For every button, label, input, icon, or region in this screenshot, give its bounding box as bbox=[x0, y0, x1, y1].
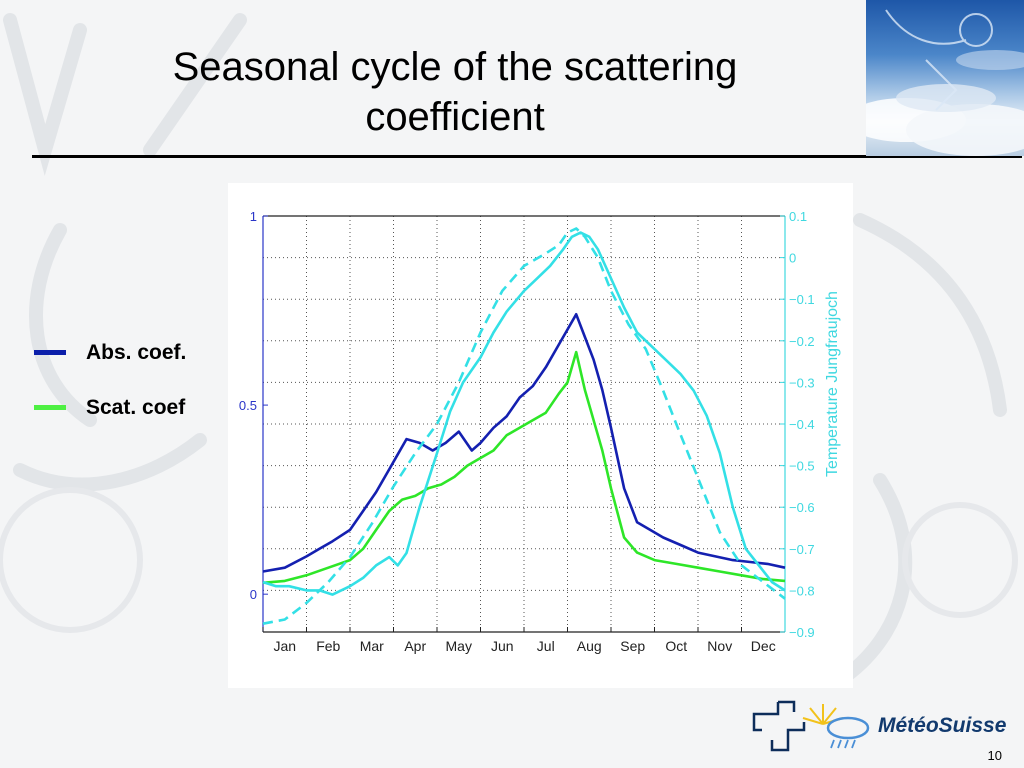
seasonal-cycle-chart: Jan Feb Mar Apr May Jun Jul Aug Sep Oct Nov Dec 0 0.5… bbox=[239, 209, 841, 654]
meteosuisse-emblem bbox=[752, 700, 870, 752]
x-tick-label: Aug bbox=[577, 638, 602, 654]
x-tick-label: Jan bbox=[273, 638, 296, 654]
right-tick-label: 0 bbox=[789, 251, 796, 266]
x-tick-label: May bbox=[446, 638, 472, 654]
logo-wordmark: MétéoSuisse bbox=[878, 714, 1007, 737]
right-tick-label: −0.8 bbox=[789, 583, 815, 598]
left-tick-label: 0 bbox=[250, 587, 257, 602]
temperature-line bbox=[262, 231, 786, 596]
left-tick-label: 0.5 bbox=[239, 398, 257, 413]
right-tick-label: −0.2 bbox=[789, 334, 815, 349]
right-tick-label: 0.1 bbox=[789, 209, 807, 224]
right-tick-label: −0.3 bbox=[789, 375, 815, 390]
x-tick-label: Nov bbox=[707, 638, 732, 654]
sky-photo bbox=[866, 0, 1024, 156]
right-tick-label: −0.5 bbox=[789, 459, 815, 474]
x-tick-label: Sep bbox=[620, 638, 645, 654]
legend-scat-label: Scat. coef bbox=[86, 396, 186, 419]
abs-coef-line bbox=[262, 313, 786, 573]
x-tick-label: Jun bbox=[491, 638, 514, 654]
slide-title: Seasonal cycle of the scattering coeffic… bbox=[172, 45, 738, 139]
temperature-dashed-line bbox=[262, 227, 786, 625]
right-tick-label: −0.1 bbox=[789, 292, 815, 307]
right-tick-label: −0.4 bbox=[789, 417, 815, 432]
legend-scat-swatch bbox=[34, 405, 66, 410]
title-divider bbox=[32, 155, 1022, 158]
legend-abs-label: Abs. coef. bbox=[86, 341, 187, 364]
right-tick-label: −0.7 bbox=[789, 542, 815, 557]
x-tick-label: Feb bbox=[316, 638, 340, 654]
right-tick-label: −0.6 bbox=[789, 500, 815, 515]
x-tick-label: Oct bbox=[665, 638, 687, 654]
x-tick-label: Mar bbox=[360, 638, 384, 654]
x-tick-label: Jul bbox=[537, 638, 555, 654]
x-tick-label: Dec bbox=[751, 638, 776, 654]
left-tick-label: 1 bbox=[250, 209, 257, 224]
chart-panel: Jan Feb Mar Apr May Jun Jul Aug Sep Oct Nov Dec 0 0.5… bbox=[228, 183, 853, 688]
legend-abs-swatch bbox=[34, 350, 66, 355]
x-tick-label: Apr bbox=[404, 638, 426, 654]
right-axis-title: Temperature Jungfraujoch bbox=[824, 291, 841, 477]
page-number: 10 bbox=[987, 748, 1002, 763]
scat-coef-line bbox=[262, 350, 786, 585]
right-tick-label: −0.9 bbox=[789, 625, 815, 640]
meteosuisse-logo: MétéoSuisse bbox=[748, 696, 1018, 756]
